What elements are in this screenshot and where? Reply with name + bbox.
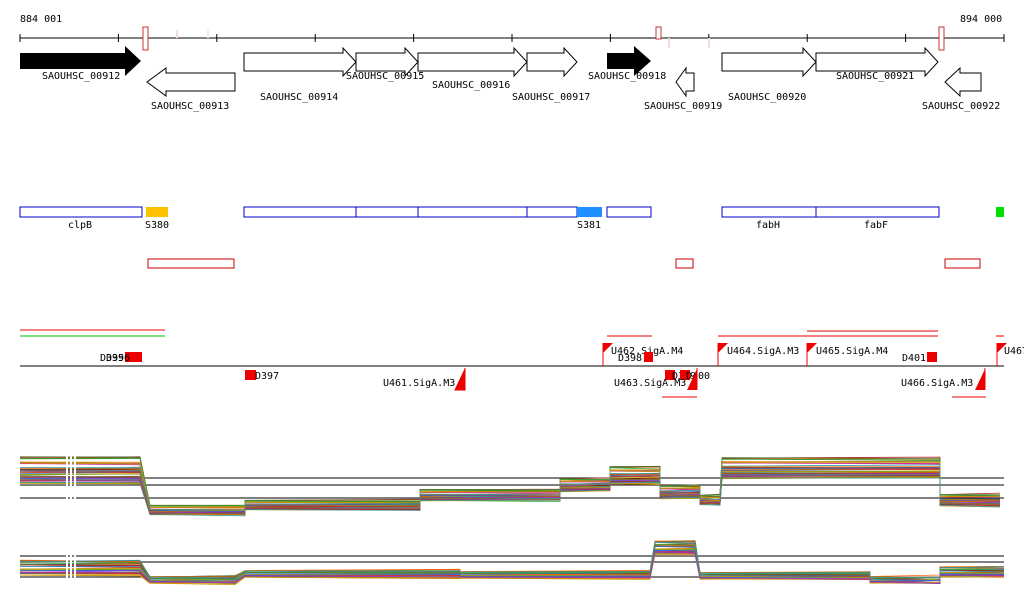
site-label[interactable]: U461.SigA.M3 (383, 378, 455, 389)
gene-label[interactable]: SAOUHSC_00916 (432, 80, 510, 91)
site-label[interactable]: U463.SigA.M3 (614, 378, 686, 389)
site-label[interactable]: U464.SigA.M3 (727, 346, 799, 357)
gene-arrow[interactable] (607, 46, 651, 76)
site-marker[interactable] (644, 352, 653, 362)
gene-arrow[interactable] (20, 46, 141, 76)
site-marker[interactable] (927, 352, 937, 362)
site-label[interactable]: D398 (618, 353, 642, 364)
feature-label[interactable]: S380 (145, 220, 169, 231)
gene-arrow[interactable] (721, 46, 817, 78)
feature-label[interactable]: fabH (756, 220, 780, 231)
site-label[interactable]: D396 (106, 353, 130, 364)
expression-trace (19, 541, 1005, 579)
expression-trace (19, 540, 1005, 578)
gene-arrow[interactable] (417, 46, 528, 78)
coordinate-ruler: 884 001 894 000 (19, 14, 1005, 51)
expression-trace (19, 540, 1005, 577)
end-coordinate: 894 000 (960, 14, 1002, 25)
site-marker[interactable] (125, 352, 142, 362)
gene-label[interactable]: SAOUHSC_00912 (42, 71, 120, 82)
promoter-marker[interactable] (718, 343, 728, 353)
feature-box[interactable] (19, 206, 143, 218)
promoter-marker[interactable] (997, 343, 1007, 353)
feature-box[interactable] (417, 206, 528, 218)
region-track (147, 258, 981, 269)
site-label[interactable]: U465.SigA.M4 (816, 346, 888, 357)
feature-box[interactable] (996, 207, 1004, 217)
site-label[interactable]: D397 (255, 371, 279, 382)
feature-box[interactable] (146, 207, 168, 217)
expression-trace (19, 551, 1005, 584)
feature-box[interactable] (243, 206, 357, 218)
gene-arrow[interactable] (355, 46, 419, 78)
promoter-marker[interactable] (807, 343, 817, 353)
feature-box[interactable] (815, 206, 940, 218)
site-label[interactable]: D400 (686, 371, 710, 382)
site-marker[interactable] (245, 370, 256, 380)
feature-box[interactable] (355, 206, 419, 218)
feature-box[interactable] (526, 206, 578, 218)
region-box[interactable] (675, 258, 694, 269)
region-marker[interactable] (142, 26, 149, 51)
gene-arrow[interactable] (675, 66, 695, 98)
region-box[interactable] (944, 258, 981, 269)
gene-arrow[interactable] (944, 66, 982, 98)
feature-box[interactable] (577, 207, 602, 217)
start-coordinate: 884 001 (20, 14, 62, 25)
site-label[interactable]: U462.SigA.M4 (611, 346, 683, 357)
promoter-marker[interactable] (454, 368, 466, 391)
gene-label[interactable]: SAOUHSC_00920 (728, 92, 806, 103)
expression-profile-lower (19, 540, 1005, 595)
feature-label[interactable]: fabF (864, 220, 888, 231)
feature-track: clpB S380 S381 fabH fabF (19, 206, 1004, 231)
site-marker[interactable] (680, 370, 690, 380)
gene-arrow[interactable] (815, 46, 939, 78)
feature-box[interactable] (721, 206, 817, 218)
gene-label[interactable]: SAOUHSC_00921 (836, 71, 914, 82)
gene-label[interactable]: SAOUHSC_00922 (922, 101, 1000, 112)
gene-arrow[interactable] (526, 46, 578, 78)
gene-label[interactable]: SAOUHSC_00917 (512, 92, 590, 103)
site-label[interactable]: D395 (100, 353, 124, 364)
site-label[interactable]: U466.SigA.M3 (901, 378, 973, 389)
promoter-marker[interactable] (603, 343, 613, 353)
promoter-marker[interactable] (687, 369, 697, 390)
region-marker[interactable] (938, 26, 945, 51)
expression-profile-upper (19, 440, 1004, 520)
gene-label[interactable]: SAOUHSC_00914 (260, 92, 338, 103)
feature-label[interactable]: clpB (68, 220, 92, 231)
genes-track: SAOUHSC_00912 SAOUHSC_00913 SAOUHSC_0091… (20, 46, 1000, 112)
expression-trace (19, 464, 1001, 511)
promoter-marker[interactable] (975, 369, 985, 390)
gene-label[interactable]: SAOUHSC_00918 (588, 71, 666, 82)
site-label[interactable]: D401 (902, 353, 926, 364)
gene-label[interactable]: SAOUHSC_00913 (151, 101, 229, 112)
region-box[interactable] (147, 258, 235, 269)
gene-label[interactable]: SAOUHSC_00915 (346, 71, 424, 82)
gene-arrow[interactable] (146, 67, 236, 97)
region-marker[interactable] (655, 26, 662, 40)
gene-label[interactable]: SAOUHSC_00919 (644, 101, 722, 112)
site-label[interactable]: U467 (1004, 346, 1024, 357)
sites-track: D395 D396 D397 U461.SigA.M3 U462.SigA.M4… (20, 329, 1024, 398)
feature-label[interactable]: S381 (577, 220, 601, 231)
gene-arrow[interactable] (243, 46, 357, 78)
site-marker[interactable] (665, 370, 675, 380)
feature-box[interactable] (606, 206, 652, 218)
